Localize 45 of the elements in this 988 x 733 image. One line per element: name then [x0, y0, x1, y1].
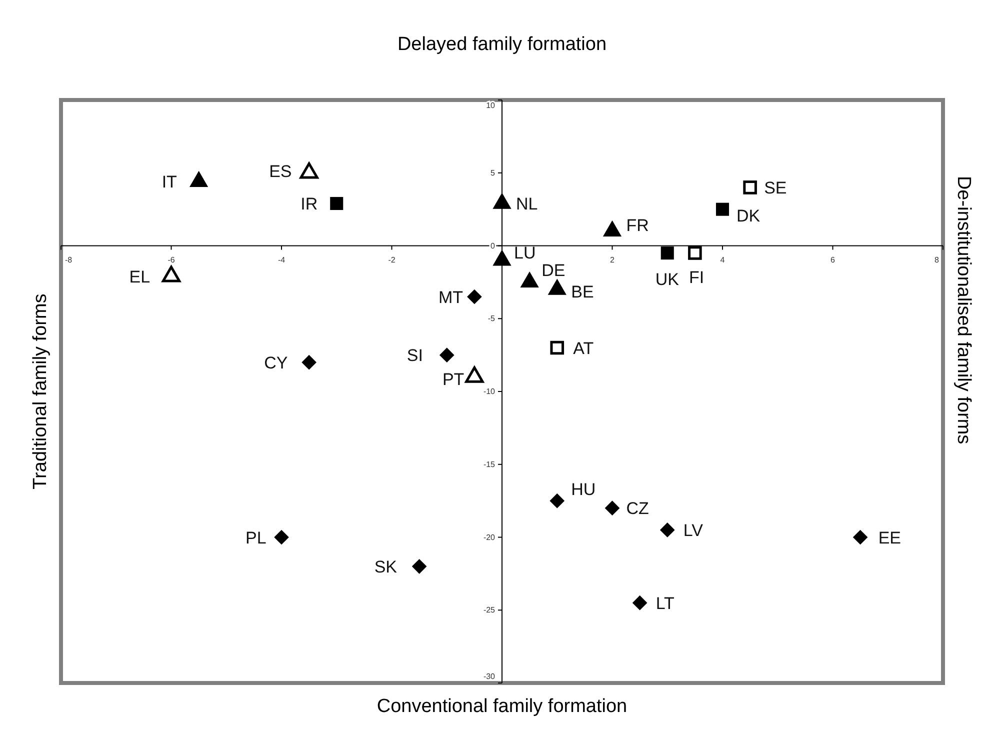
x-tick-label: -6: [168, 255, 176, 264]
y-tick-label: -20: [483, 532, 496, 542]
y-axis-title: Traditional family forms: [30, 294, 51, 490]
annotation: UK: [655, 270, 680, 290]
annotation: IT: [162, 172, 177, 192]
annotation: ES: [269, 162, 292, 181]
x-tick-label: 8: [934, 255, 940, 264]
annotation: FI: [688, 268, 704, 288]
annotation: LU: [514, 243, 536, 262]
annotation: EL: [129, 267, 150, 286]
annotation: HU: [571, 480, 596, 499]
x-tick-label: 2: [610, 255, 616, 264]
annotation: EE: [878, 528, 901, 548]
annotation: MT: [438, 288, 463, 307]
y-tick-label: -15: [483, 460, 496, 469]
y-tick-label: -30: [483, 672, 496, 681]
annotation: CY: [264, 353, 288, 372]
y-tick-label: 5: [490, 168, 496, 178]
annotation: PL: [246, 528, 266, 548]
y-tick-label: -25: [483, 606, 496, 615]
annotation: SE: [764, 178, 787, 198]
x-tick-label: 4: [720, 255, 726, 264]
y-tick-label: -5: [488, 314, 496, 324]
annotation: NL: [516, 194, 538, 214]
annotation: LV: [683, 520, 704, 540]
annotation: AT: [573, 338, 594, 358]
y2-axis-title: De-institutionalised family forms: [953, 176, 974, 444]
x-tick-label: -8: [65, 255, 73, 264]
annotation: DE: [542, 261, 566, 280]
annotation: PT: [442, 370, 464, 389]
x-tick-label: 6: [830, 255, 836, 264]
annotation: CZ: [626, 499, 649, 518]
annotation: LT: [656, 594, 674, 613]
x-tick-label: -4: [278, 255, 286, 264]
annotation: SI: [406, 346, 423, 366]
y-tick-label: 10: [486, 101, 496, 110]
x-tick-label: -2: [388, 255, 396, 264]
annotation: IR: [300, 194, 318, 214]
chart-title: Delayed family formation: [397, 34, 607, 55]
x-axis-title: Conventional family formation: [376, 696, 628, 717]
annotation: SK: [374, 557, 398, 576]
annotation: DK: [736, 206, 761, 226]
annotation: FR: [626, 216, 649, 236]
annotation: BE: [571, 282, 594, 302]
y-tick-label: -10: [483, 387, 496, 396]
